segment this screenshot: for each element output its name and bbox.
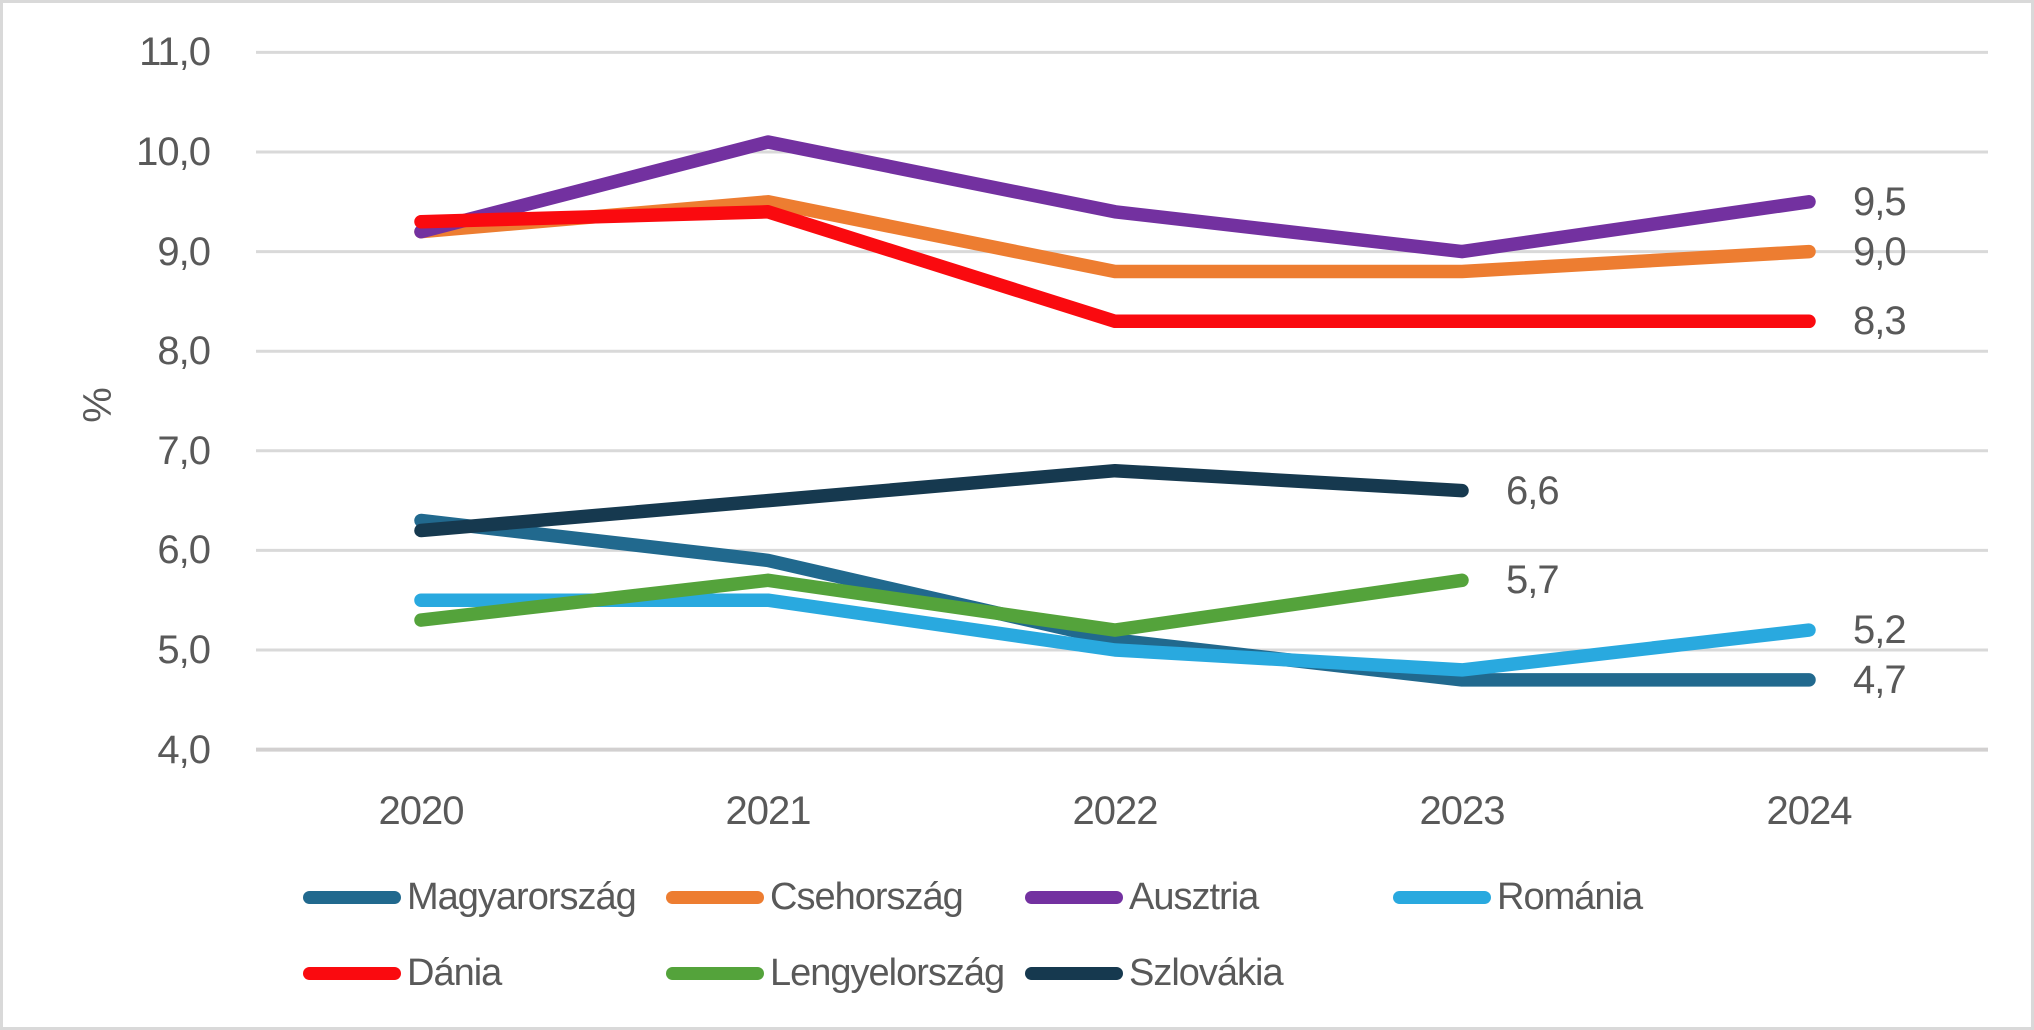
y-tick-label: 8,0	[157, 329, 211, 374]
end-label-ausztria: 9,5	[1853, 179, 1907, 224]
series-line-lengyelország	[414, 573, 1469, 637]
legend-swatch-lengyelország	[666, 966, 764, 980]
series-line-magyarország	[414, 513, 1816, 687]
end-label-csehország: 9,0	[1853, 229, 1907, 274]
y-tick-label: 5,0	[157, 628, 211, 672]
y-tick-label: 10,0	[136, 130, 211, 174]
legend-swatch-magyarország	[303, 890, 401, 904]
legend-swatch-románia	[1393, 890, 1491, 904]
series-line-ausztria	[414, 135, 1816, 259]
legend-label: Lengyelország	[770, 952, 1005, 994]
x-tick-label: 2020	[378, 789, 465, 833]
series-line-dánia	[414, 205, 1816, 329]
legend-item-románia: Románia	[1393, 875, 1643, 919]
legend-label: Csehország	[770, 876, 964, 918]
end-label-románia: 5,2	[1853, 608, 1907, 653]
legend-item-szlovákia: Szlovákia	[1025, 951, 1284, 995]
legend-label: Románia	[1497, 876, 1643, 918]
legend-item-ausztria: Ausztria	[1025, 875, 1259, 919]
legend-swatch-dánia	[303, 966, 401, 980]
end-label-dánia: 8,3	[1853, 299, 1907, 344]
y-tick-label: 11,0	[139, 30, 211, 75]
legend-item-lengyelország: Lengyelország	[666, 951, 1005, 995]
x-tick-label: 2021	[725, 789, 812, 833]
x-tick-label: 2024	[1766, 789, 1853, 833]
legend-label: Ausztria	[1129, 876, 1259, 918]
legend-swatch-szlovákia	[1025, 966, 1123, 980]
legend-label: Magyarország	[407, 876, 637, 918]
y-tick-label: 4,0	[157, 727, 211, 772]
x-tick-label: 2023	[1419, 789, 1506, 833]
end-label-szlovákia: 6,6	[1506, 468, 1560, 513]
legend-item-dánia: Dánia	[303, 951, 502, 995]
x-tick-label: 2022	[1072, 789, 1159, 833]
legend-label: Szlovákia	[1129, 952, 1284, 994]
end-label-lengyelország: 5,7	[1506, 558, 1560, 603]
legend-swatch-csehország	[666, 890, 764, 904]
plot-area	[256, 50, 1988, 752]
y-tick-label: 7,0	[157, 428, 211, 473]
legend-label: Dánia	[407, 952, 502, 994]
legend-item-magyarország: Magyarország	[303, 875, 637, 919]
end-label-magyarország: 4,7	[1853, 657, 1907, 702]
series-line-szlovákia	[414, 463, 1469, 538]
y-tick-label: 6,0	[157, 528, 211, 573]
y-tick-label: 9,0	[157, 229, 211, 274]
legend-swatch-ausztria	[1025, 890, 1123, 904]
legend-item-csehország: Csehország	[666, 875, 964, 919]
